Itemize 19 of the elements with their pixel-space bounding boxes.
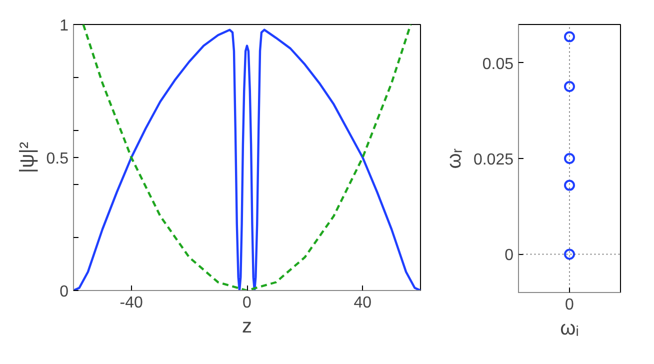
y-tick-label: 0 — [60, 284, 69, 300]
y-axis-title: ωᵣ — [443, 148, 466, 169]
x-tick-label: 0 — [242, 294, 252, 312]
x-tick-label: -40 — [120, 294, 143, 312]
y-tick-label: 0.025 — [473, 152, 514, 168]
x-axis-title: ωᵢ — [560, 318, 579, 340]
point — [564, 153, 575, 164]
point — [564, 31, 575, 42]
point — [564, 81, 575, 92]
y-tick-label: 1 — [60, 18, 69, 34]
point — [564, 180, 575, 191]
point — [564, 248, 575, 260]
x-axis-title: z — [242, 316, 252, 338]
y-tick-label: 0 — [504, 247, 514, 264]
x-tick-label: 0 — [565, 296, 574, 314]
y-axis-title: |ψ|² — [16, 142, 38, 174]
x-tick-label: 40 — [354, 294, 372, 312]
y-tick-label: 0.05 — [482, 56, 514, 73]
y-tick-label: 0.5 — [46, 150, 69, 168]
